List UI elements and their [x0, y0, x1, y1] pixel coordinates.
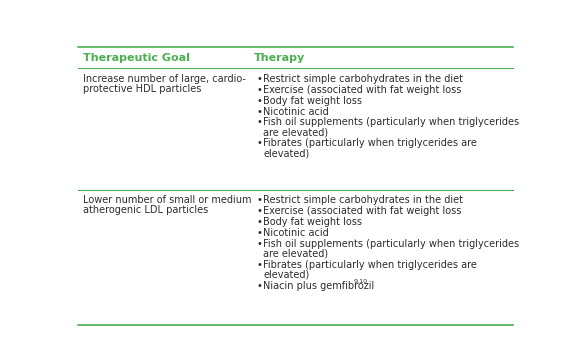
Text: protective HDL particles: protective HDL particles — [83, 84, 201, 94]
Text: •: • — [257, 106, 263, 116]
Text: Exercise (associated with fat weight loss: Exercise (associated with fat weight los… — [264, 85, 462, 95]
Text: Fibrates (particularly when triglycerides are: Fibrates (particularly when triglyceride… — [264, 139, 477, 149]
Text: Nicotinic acid: Nicotinic acid — [264, 228, 329, 238]
Text: Nicotinic acid: Nicotinic acid — [264, 106, 329, 116]
Text: •: • — [257, 117, 263, 127]
Text: Increase number of large, cardio-: Increase number of large, cardio- — [83, 74, 246, 84]
Text: •: • — [257, 260, 263, 270]
Text: Fibrates (particularly when triglycerides are: Fibrates (particularly when triglyceride… — [264, 260, 477, 270]
Text: atherogenic LDL particles: atherogenic LDL particles — [83, 205, 208, 215]
Text: •: • — [257, 85, 263, 95]
Text: •: • — [257, 239, 263, 249]
Text: Niacin plus gemfibrozil: Niacin plus gemfibrozil — [264, 281, 374, 291]
Text: •: • — [257, 228, 263, 238]
Text: Body fat weight loss: Body fat weight loss — [264, 217, 362, 227]
Text: Lower number of small or medium: Lower number of small or medium — [83, 195, 252, 205]
Text: Body fat weight loss: Body fat weight loss — [264, 96, 362, 106]
Text: Restrict simple carbohydrates in the diet: Restrict simple carbohydrates in the die… — [264, 195, 463, 205]
Text: elevated): elevated) — [264, 270, 310, 280]
Text: 9,10: 9,10 — [354, 279, 368, 284]
Text: Restrict simple carbohydrates in the diet: Restrict simple carbohydrates in the die… — [264, 74, 463, 84]
Text: Fish oil supplements (particularly when triglycerides: Fish oil supplements (particularly when … — [264, 117, 520, 127]
Text: •: • — [257, 281, 263, 291]
Text: •: • — [257, 139, 263, 149]
Text: •: • — [257, 74, 263, 84]
Text: elevated): elevated) — [264, 149, 310, 159]
Text: Therapy: Therapy — [253, 53, 305, 63]
Text: Fish oil supplements (particularly when triglycerides: Fish oil supplements (particularly when … — [264, 239, 520, 249]
Text: Therapeutic Goal: Therapeutic Goal — [83, 53, 190, 63]
Text: •: • — [257, 217, 263, 227]
Text: •: • — [257, 96, 263, 106]
Text: •: • — [257, 206, 263, 216]
Text: •: • — [257, 195, 263, 205]
Text: are elevated): are elevated) — [264, 249, 329, 259]
Text: Exercise (associated with fat weight loss: Exercise (associated with fat weight los… — [264, 206, 462, 216]
Text: are elevated): are elevated) — [264, 127, 329, 137]
